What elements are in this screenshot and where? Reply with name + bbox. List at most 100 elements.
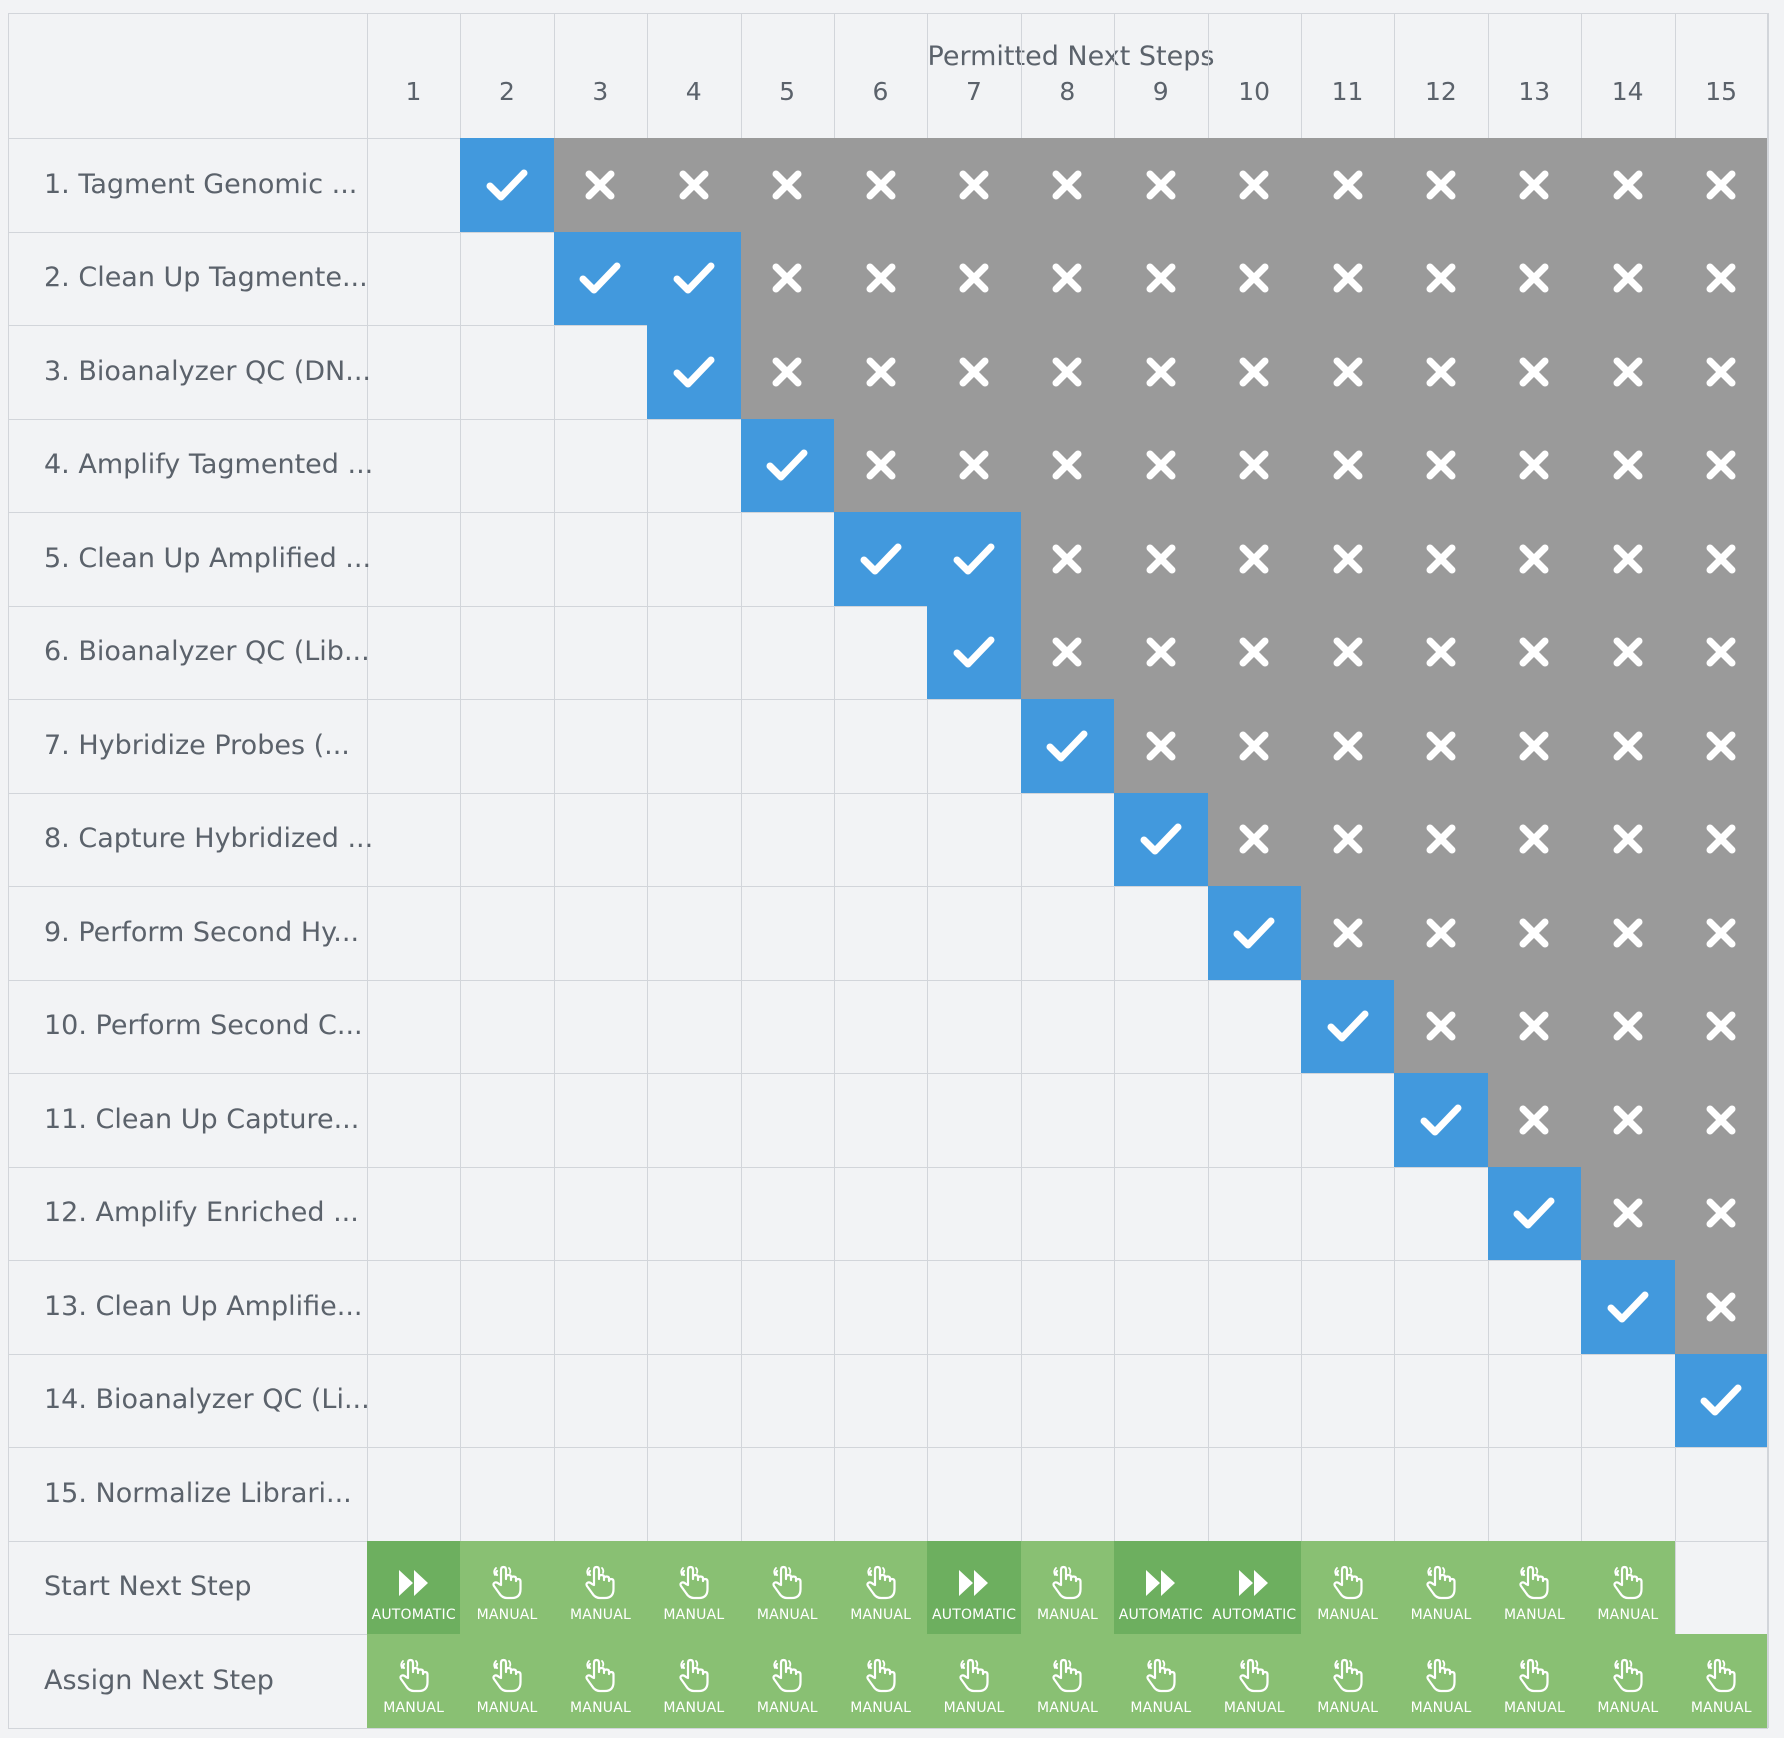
not-permitted-cell[interactable] [1207, 138, 1301, 232]
start-next-step-cell-13[interactable]: MANUAL [1487, 1540, 1582, 1634]
not-permitted-cell[interactable] [1020, 231, 1115, 325]
not-permitted-cell[interactable] [1114, 605, 1208, 699]
permitted-cell[interactable] [1394, 1073, 1488, 1167]
not-permitted-cell[interactable] [1674, 1260, 1768, 1354]
not-permitted-cell[interactable] [1394, 325, 1488, 419]
start-next-step-cell-12[interactable]: MANUAL [1394, 1540, 1488, 1634]
not-permitted-cell[interactable] [1674, 886, 1768, 980]
start-next-step-cell-1[interactable]: AUTOMATIC [367, 1540, 461, 1634]
not-permitted-cell[interactable] [1020, 325, 1115, 419]
start-next-step-cell-8[interactable]: MANUAL [1020, 1540, 1115, 1634]
assign-next-step-cell-1[interactable]: MANUAL [367, 1634, 461, 1728]
not-permitted-cell[interactable] [1207, 325, 1301, 419]
not-permitted-cell[interactable] [1114, 418, 1208, 512]
assign-next-step-cell-8[interactable]: MANUAL [1020, 1634, 1115, 1728]
not-permitted-cell[interactable] [1487, 699, 1582, 793]
not-permitted-cell[interactable] [1301, 792, 1395, 886]
not-permitted-cell[interactable] [1394, 979, 1488, 1073]
not-permitted-cell[interactable] [1114, 512, 1208, 606]
not-permitted-cell[interactable] [1581, 1166, 1675, 1260]
assign-next-step-cell-15[interactable]: MANUAL [1674, 1634, 1768, 1728]
not-permitted-cell[interactable] [740, 231, 834, 325]
permitted-cell[interactable] [460, 138, 554, 232]
assign-next-step-cell-13[interactable]: MANUAL [1487, 1634, 1582, 1728]
not-permitted-cell[interactable] [1674, 512, 1768, 606]
assign-next-step-cell-12[interactable]: MANUAL [1394, 1634, 1488, 1728]
not-permitted-cell[interactable] [1487, 231, 1582, 325]
not-permitted-cell[interactable] [647, 138, 741, 232]
not-permitted-cell[interactable] [1301, 512, 1395, 606]
permitted-cell[interactable] [1674, 1353, 1768, 1447]
not-permitted-cell[interactable] [1020, 605, 1115, 699]
not-permitted-cell[interactable] [1487, 1073, 1582, 1167]
not-permitted-cell[interactable] [834, 418, 928, 512]
not-permitted-cell[interactable] [1674, 699, 1768, 793]
not-permitted-cell[interactable] [1581, 512, 1675, 606]
not-permitted-cell[interactable] [1207, 605, 1301, 699]
permitted-cell[interactable] [834, 512, 928, 606]
not-permitted-cell[interactable] [1674, 418, 1768, 512]
not-permitted-cell[interactable] [1394, 699, 1488, 793]
permitted-cell[interactable] [647, 231, 741, 325]
not-permitted-cell[interactable] [834, 138, 928, 232]
not-permitted-cell[interactable] [1487, 138, 1582, 232]
not-permitted-cell[interactable] [1581, 418, 1675, 512]
not-permitted-cell[interactable] [1394, 418, 1488, 512]
not-permitted-cell[interactable] [1301, 699, 1395, 793]
start-next-step-cell-7[interactable]: AUTOMATIC [927, 1540, 1021, 1634]
not-permitted-cell[interactable] [927, 138, 1021, 232]
not-permitted-cell[interactable] [1114, 699, 1208, 793]
assign-next-step-cell-5[interactable]: MANUAL [740, 1634, 834, 1728]
not-permitted-cell[interactable] [1581, 1073, 1675, 1167]
assign-next-step-cell-14[interactable]: MANUAL [1581, 1634, 1675, 1728]
not-permitted-cell[interactable] [1301, 886, 1395, 980]
not-permitted-cell[interactable] [1487, 512, 1582, 606]
not-permitted-cell[interactable] [1301, 418, 1395, 512]
not-permitted-cell[interactable] [1394, 792, 1488, 886]
not-permitted-cell[interactable] [927, 418, 1021, 512]
not-permitted-cell[interactable] [1487, 792, 1582, 886]
start-next-step-cell-4[interactable]: MANUAL [647, 1540, 741, 1634]
start-next-step-cell-11[interactable]: MANUAL [1301, 1540, 1395, 1634]
not-permitted-cell[interactable] [1581, 231, 1675, 325]
permitted-cell[interactable] [1487, 1166, 1582, 1260]
not-permitted-cell[interactable] [1674, 605, 1768, 699]
permitted-cell[interactable] [1301, 979, 1395, 1073]
not-permitted-cell[interactable] [1581, 792, 1675, 886]
not-permitted-cell[interactable] [553, 138, 648, 232]
assign-next-step-cell-4[interactable]: MANUAL [647, 1634, 741, 1728]
not-permitted-cell[interactable] [1301, 325, 1395, 419]
not-permitted-cell[interactable] [1394, 605, 1488, 699]
not-permitted-cell[interactable] [1114, 325, 1208, 419]
not-permitted-cell[interactable] [1394, 512, 1488, 606]
permitted-cell[interactable] [927, 605, 1021, 699]
not-permitted-cell[interactable] [1674, 325, 1768, 419]
not-permitted-cell[interactable] [1581, 886, 1675, 980]
assign-next-step-cell-9[interactable]: MANUAL [1114, 1634, 1208, 1728]
permitted-cell[interactable] [1114, 792, 1208, 886]
permitted-cell[interactable] [647, 325, 741, 419]
not-permitted-cell[interactable] [1487, 325, 1582, 419]
not-permitted-cell[interactable] [927, 231, 1021, 325]
permitted-cell[interactable] [1020, 699, 1115, 793]
assign-next-step-cell-11[interactable]: MANUAL [1301, 1634, 1395, 1728]
start-next-step-cell-14[interactable]: MANUAL [1581, 1540, 1675, 1634]
not-permitted-cell[interactable] [1674, 1073, 1768, 1167]
not-permitted-cell[interactable] [1487, 886, 1582, 980]
not-permitted-cell[interactable] [1020, 512, 1115, 606]
assign-next-step-cell-2[interactable]: MANUAL [460, 1634, 554, 1728]
start-next-step-cell-10[interactable]: AUTOMATIC [1207, 1540, 1301, 1634]
permitted-cell[interactable] [740, 418, 834, 512]
start-next-step-cell-9[interactable]: AUTOMATIC [1114, 1540, 1208, 1634]
not-permitted-cell[interactable] [1301, 605, 1395, 699]
not-permitted-cell[interactable] [1674, 792, 1768, 886]
not-permitted-cell[interactable] [1301, 231, 1395, 325]
permitted-cell[interactable] [1207, 886, 1301, 980]
not-permitted-cell[interactable] [1674, 231, 1768, 325]
not-permitted-cell[interactable] [1207, 418, 1301, 512]
assign-next-step-cell-3[interactable]: MANUAL [553, 1634, 648, 1728]
assign-next-step-cell-10[interactable]: MANUAL [1207, 1634, 1301, 1728]
permitted-cell[interactable] [927, 512, 1021, 606]
not-permitted-cell[interactable] [1674, 1166, 1768, 1260]
not-permitted-cell[interactable] [740, 325, 834, 419]
